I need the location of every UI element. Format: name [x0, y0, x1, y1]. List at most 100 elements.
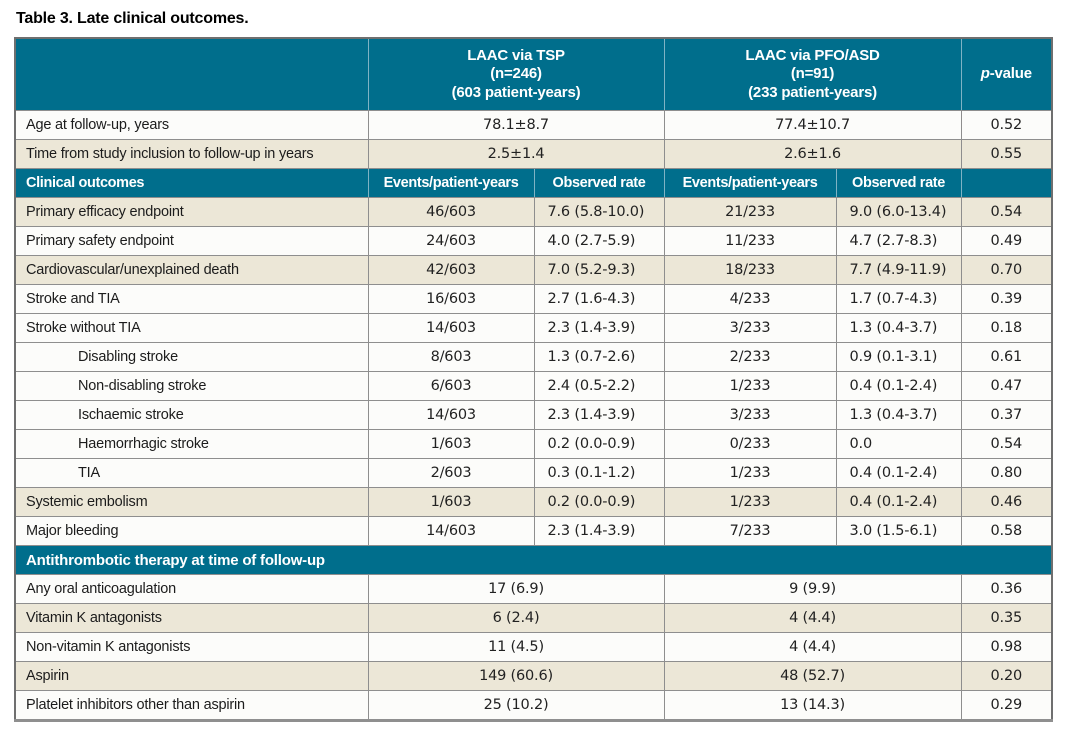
p-value-cell: 0.52 [960, 110, 1053, 140]
row-label: Age at follow-up, years [14, 110, 369, 140]
pfo-rate-cell: 0.4 (0.1-2.4) [835, 458, 962, 488]
p-value-header-rest: -value [989, 65, 1032, 83]
table-title: Table 3. Late clinical outcomes. [16, 10, 249, 27]
row-label: Any oral anticoagulation [14, 574, 369, 604]
pfo-rate-cell: 7.7 (4.9-11.9) [835, 255, 962, 285]
pfo-rate-cell: 0.4 (0.1-2.4) [835, 371, 962, 401]
row-label: Platelet inhibitors other than aspirin [14, 690, 369, 721]
tsp-group-line: (n=246) [490, 65, 542, 83]
tsp-rate-cell: 4.0 (2.7-5.9) [533, 226, 665, 256]
pfo-events-cell: 11/233 [663, 226, 837, 256]
p-value-cell: 0.29 [960, 690, 1053, 721]
p-value-cell: 0.20 [960, 661, 1053, 691]
pfo-rate-cell: 4.7 (2.7-8.3) [835, 226, 962, 256]
pfo-events-cell: 3/233 [663, 400, 837, 430]
pfo-value-cell: 2.6±1.6 [663, 139, 962, 169]
tsp-rate-cell: 7.0 (5.2-9.3) [533, 255, 665, 285]
pfo-rate-cell: 0.0 [835, 429, 962, 459]
tsp-events-cell: 1/603 [367, 429, 535, 459]
p-value-cell: 0.35 [960, 603, 1053, 633]
row-label: Stroke without TIA [14, 313, 369, 343]
pfo-group-line: (n=91) [790, 65, 835, 83]
tsp-events-cell: 24/603 [367, 226, 535, 256]
pfo-value-cell: 48 (52.7) [663, 661, 962, 691]
tsp-rate-cell: 2.3 (1.4-3.9) [533, 400, 665, 430]
p-value-header-italic: p [980, 65, 990, 83]
empty-subheader-cell [960, 168, 1053, 198]
row-label: TIA [14, 458, 369, 488]
row-label: Major bleeding [14, 516, 369, 546]
row-label: Primary efficacy endpoint [14, 197, 369, 227]
tsp-value-cell: 6 (2.4) [367, 603, 665, 633]
tsp-value-cell: 2.5±1.4 [367, 139, 665, 169]
pfo-value-cell: 13 (14.3) [663, 690, 962, 721]
table-row: Ischaemic stroke 14/603 2.3 (1.4-3.9) 3/… [14, 400, 1053, 430]
pfo-rate-cell: 0.4 (0.1-2.4) [835, 487, 962, 517]
table-row: Platelet inhibitors other than aspirin 2… [14, 690, 1053, 721]
pfo-value-cell: 4 (4.4) [663, 632, 962, 662]
row-label: Disabling stroke [14, 342, 369, 372]
pfo-value-cell: 77.4±10.7 [663, 110, 962, 140]
tsp-rate-cell: 7.6 (5.8-10.0) [533, 197, 665, 227]
pfo-events-cell: 1/233 [663, 371, 837, 401]
pfo-rate-col-header: Observed rate [835, 168, 962, 198]
tsp-group-line: LAAC via TSP [467, 46, 565, 64]
tsp-rate-cell: 2.4 (0.5-2.2) [533, 371, 665, 401]
table-row: Haemorrhagic stroke 1/603 0.2 (0.0-0.9) … [14, 429, 1053, 459]
row-label: Non-vitamin K antagonists [14, 632, 369, 662]
pfo-group-header: LAAC via PFO/ASD (n=91) (233 patient-yea… [663, 37, 962, 111]
tsp-rate-cell: 2.3 (1.4-3.9) [533, 516, 665, 546]
tsp-group-line: (603 patient-years) [451, 83, 581, 101]
p-value-cell: 0.37 [960, 400, 1053, 430]
tsp-events-cell: 1/603 [367, 487, 535, 517]
table-row: Any oral anticoagulation 17 (6.9) 9 (9.9… [14, 574, 1053, 604]
pfo-events-cell: 2/233 [663, 342, 837, 372]
pfo-events-cell: 4/233 [663, 284, 837, 314]
pfo-events-col-header: Events/patient-years [663, 168, 837, 198]
tsp-value-cell: 149 (60.6) [367, 661, 665, 691]
pfo-events-cell: 1/233 [663, 487, 837, 517]
p-value-cell: 0.54 [960, 429, 1053, 459]
tsp-value-cell: 11 (4.5) [367, 632, 665, 662]
row-label: Cardiovascular/unexplained death [14, 255, 369, 285]
tsp-events-cell: 14/603 [367, 313, 535, 343]
table-row: Time from study inclusion to follow-up i… [14, 139, 1053, 169]
p-value-cell: 0.55 [960, 139, 1053, 169]
table-row: Vitamin K antagonists 6 (2.4) 4 (4.4) 0.… [14, 603, 1053, 633]
p-value-cell: 0.39 [960, 284, 1053, 314]
table-row: Systemic embolism 1/603 0.2 (0.0-0.9) 1/… [14, 487, 1053, 517]
tsp-value-cell: 78.1±8.7 [367, 110, 665, 140]
clinical-outcomes-table: LAAC via TSP (n=246) (603 patient-years)… [14, 37, 1054, 722]
tsp-rate-cell: 2.7 (1.6-4.3) [533, 284, 665, 314]
table-row: Stroke without TIA 14/603 2.3 (1.4-3.9) … [14, 313, 1053, 343]
p-value-cell: 0.58 [960, 516, 1053, 546]
row-label: Aspirin [14, 661, 369, 691]
table-row: TIA 2/603 0.3 (0.1-1.2) 1/233 0.4 (0.1-2… [14, 458, 1053, 488]
pfo-events-cell: 1/233 [663, 458, 837, 488]
tsp-events-cell: 8/603 [367, 342, 535, 372]
table-row: Stroke and TIA 16/603 2.7 (1.6-4.3) 4/23… [14, 284, 1053, 314]
table-row: Cardiovascular/unexplained death 42/603 … [14, 255, 1053, 285]
p-value-cell: 0.46 [960, 487, 1053, 517]
p-value-header: p-value [960, 37, 1053, 111]
pfo-rate-cell: 1.3 (0.4-3.7) [835, 313, 962, 343]
p-value-cell: 0.70 [960, 255, 1053, 285]
table-row: Aspirin 149 (60.6) 48 (52.7) 0.20 [14, 661, 1053, 691]
tsp-rate-col-header: Observed rate [533, 168, 665, 198]
tsp-rate-cell: 0.2 (0.0-0.9) [533, 429, 665, 459]
table-row: Primary safety endpoint 24/603 4.0 (2.7-… [14, 226, 1053, 256]
therapy-section-title: Antithrombotic therapy at time of follow… [14, 545, 1053, 575]
pfo-events-cell: 7/233 [663, 516, 837, 546]
tsp-events-cell: 2/603 [367, 458, 535, 488]
tsp-rate-cell: 0.3 (0.1-1.2) [533, 458, 665, 488]
tsp-events-cell: 14/603 [367, 400, 535, 430]
page: Table 3. Late clinical outcomes. LAAC vi… [14, 10, 1054, 722]
table-row: Major bleeding 14/603 2.3 (1.4-3.9) 7/23… [14, 516, 1053, 546]
pfo-value-cell: 9 (9.9) [663, 574, 962, 604]
outcomes-subheader-row: Clinical outcomes Events/patient-years O… [14, 168, 1053, 198]
p-value-cell: 0.98 [960, 632, 1053, 662]
pfo-events-cell: 0/233 [663, 429, 837, 459]
p-value-cell: 0.49 [960, 226, 1053, 256]
pfo-group-line: (233 patient-years) [748, 83, 877, 101]
table-row: Non-vitamin K antagonists 11 (4.5) 4 (4.… [14, 632, 1053, 662]
